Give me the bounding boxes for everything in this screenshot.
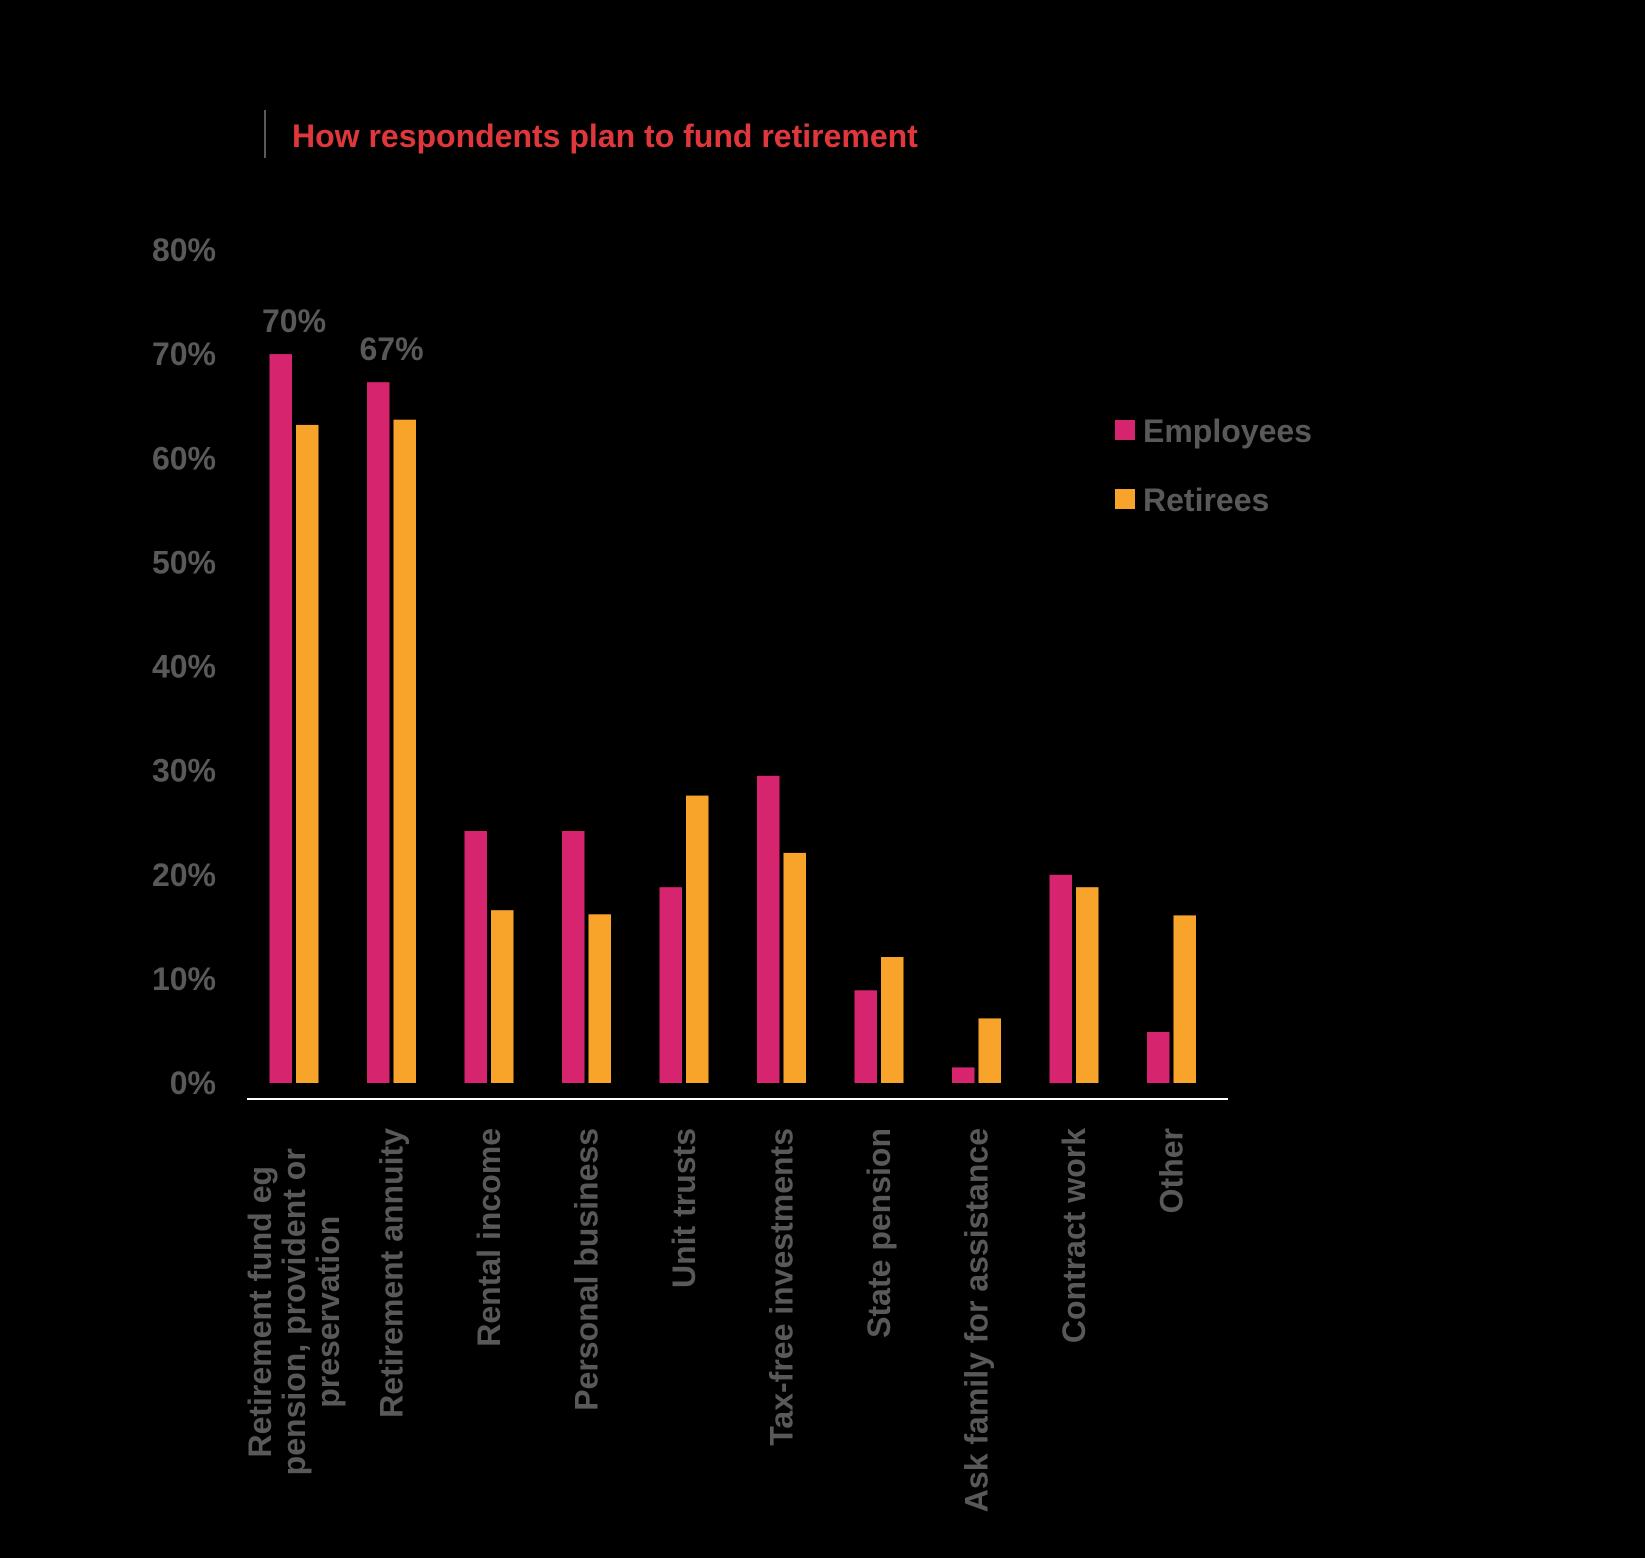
y-tick-label: 70%: [152, 336, 216, 372]
x-tick-label: Contract work: [1056, 1128, 1092, 1343]
x-tick-label: Tax-free investments: [764, 1128, 800, 1446]
x-tick-label-line: Contract work: [1056, 1128, 1092, 1343]
x-tick-label-line: Rental income: [471, 1128, 507, 1347]
bar-retirees: [588, 914, 611, 1083]
bar-employees: [854, 990, 877, 1083]
data-labels: 70% 67%: [262, 303, 424, 367]
bar-employees: [952, 1067, 975, 1083]
x-tick-label: Ask family for assistance: [959, 1128, 995, 1512]
bar-retirees: [491, 910, 514, 1083]
bar-employees: [562, 831, 585, 1083]
bar-retirees: [1173, 915, 1196, 1083]
y-tick-label: 60%: [152, 440, 216, 476]
legend-label-retirees: Retirees: [1143, 482, 1269, 518]
y-tick-label: 10%: [152, 961, 216, 997]
bar-employees: [1049, 874, 1072, 1084]
bar-employees: [269, 354, 292, 1084]
bar-employees: [659, 887, 682, 1083]
bar-employees: [757, 775, 780, 1083]
y-tick-label: 40%: [152, 649, 216, 685]
bar-retirees: [393, 419, 416, 1083]
bar-employees: [367, 382, 390, 1083]
y-tick-label: 30%: [152, 753, 216, 789]
bar-retirees: [686, 795, 709, 1083]
y-tick-label: 0%: [170, 1065, 216, 1101]
bar-retirees: [296, 424, 319, 1083]
y-axis: 0% 10% 20% 30% 40% 50% 60% 70% 80%: [152, 232, 216, 1101]
data-label: 70%: [262, 303, 326, 339]
x-tick-label-line: Retirement annuity: [374, 1128, 410, 1418]
legend: Employees Retirees: [1115, 413, 1312, 518]
x-tick-label: Retirement annuity: [374, 1128, 410, 1418]
chart-title: How respondents plan to fund retirement: [292, 118, 918, 154]
bar-retirees: [978, 1018, 1001, 1083]
bar-retirees: [783, 852, 806, 1083]
data-label: 67%: [359, 331, 423, 367]
x-tick-label: Unit trusts: [666, 1128, 702, 1288]
x-tick-label: Rental income: [471, 1128, 507, 1347]
x-tick-label-line: preservation: [310, 1216, 346, 1408]
bar-employees: [464, 831, 487, 1083]
y-tick-label: 20%: [152, 857, 216, 893]
x-tick-label: Personal business: [569, 1128, 605, 1411]
y-tick-label: 50%: [152, 544, 216, 580]
x-tick-label: Other: [1154, 1128, 1190, 1213]
bars-group: [269, 354, 1196, 1084]
x-tick-label-line: Unit trusts: [666, 1128, 702, 1288]
x-tick-label-line: Other: [1154, 1128, 1190, 1213]
x-tick-label-line: Tax-free investments: [764, 1128, 800, 1446]
x-tick-label: State pension: [861, 1128, 897, 1338]
bar-employees: [1147, 1032, 1170, 1083]
legend-swatch-retirees: [1115, 489, 1135, 509]
legend-label-employees: Employees: [1143, 413, 1312, 449]
bar-retirees: [881, 957, 904, 1083]
x-tick-label-line: pension, provident or: [276, 1148, 312, 1475]
x-tick-label-line: Retirement fund eg: [242, 1166, 278, 1458]
bar-retirees: [1076, 887, 1099, 1083]
x-tick-label-line: Personal business: [569, 1128, 605, 1411]
y-tick-label: 80%: [152, 232, 216, 268]
legend-swatch-employees: [1115, 420, 1135, 440]
x-tick-label-line: State pension: [861, 1128, 897, 1338]
x-tick-label-line: Ask family for assistance: [959, 1128, 995, 1512]
